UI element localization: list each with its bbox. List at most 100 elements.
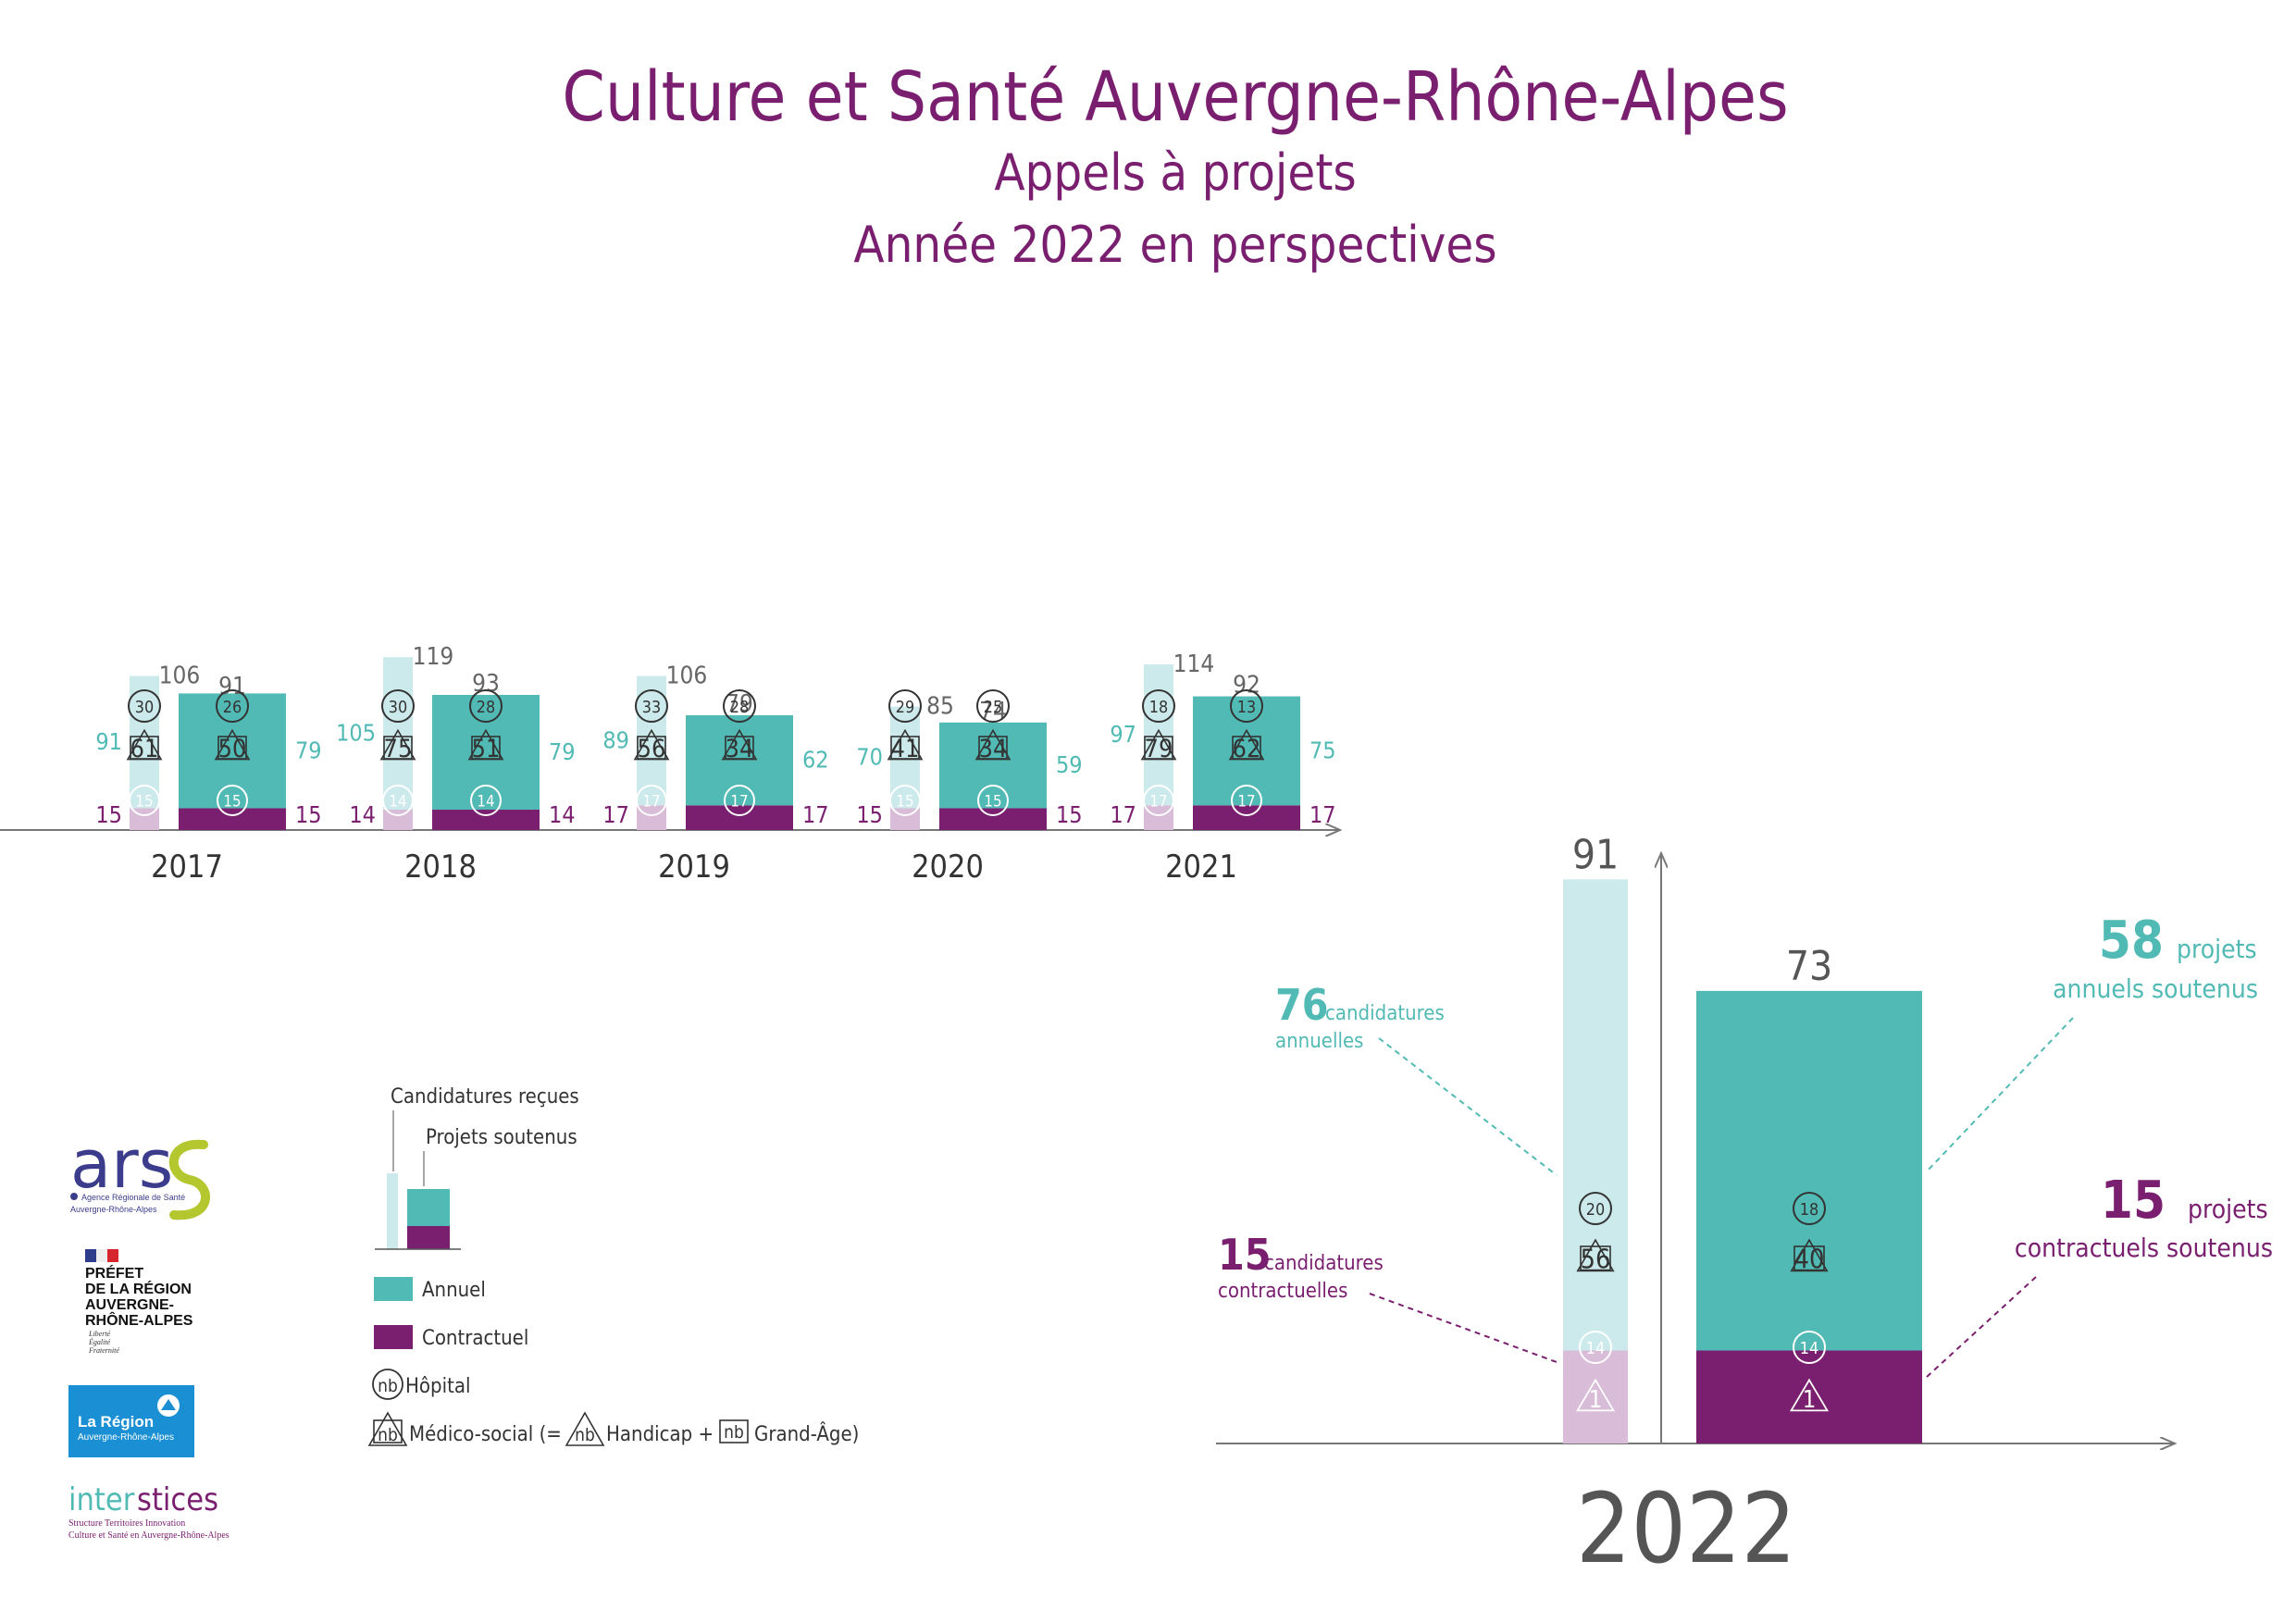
cand-medico-value: 79: [1145, 735, 1173, 763]
cand-contract-label: 17: [1110, 801, 1136, 828]
proj2022-contract-bar: [1696, 1350, 1922, 1443]
cand-hopital-contract-value: 15: [135, 792, 153, 811]
proj-hopital-circle: [216, 689, 249, 723]
cand-total-label: 114: [1173, 650, 1215, 678]
cand-annual-bar: [890, 706, 920, 809]
proj-contract-label: 15: [295, 801, 322, 828]
cand-hopital-circle: [888, 689, 922, 723]
cand-hopital-contract-circle: [1143, 785, 1174, 816]
cand-total-label: 106: [666, 663, 708, 690]
proj-medico-value: 34: [979, 735, 1008, 763]
proj-hopital-contract-value: 17: [730, 792, 748, 811]
cand-annual-bar: [1144, 664, 1173, 806]
legend-hopital-nb: nb: [378, 1376, 398, 1396]
cand-hopital-contract-circle: [382, 785, 414, 816]
proj2022-medico-contract-triangle: [1789, 1378, 1830, 1412]
proj-hopital-contract-value: 15: [223, 792, 241, 811]
proj-annual-label: 59: [1056, 751, 1083, 778]
legend: Candidatures reçues Projets soutenus Annue…: [367, 1085, 859, 1446]
cand2022-medico-triangle: [1576, 1238, 1615, 1272]
year-label: 2021: [1165, 849, 1237, 886]
cand-medico-value: 56: [638, 735, 666, 763]
legend-annuel-swatch: [374, 1277, 413, 1301]
cand2022-hopital-contract-value: 14: [1586, 1339, 1605, 1358]
cand-hopital-circle: [1142, 689, 1175, 723]
flag-white: [96, 1249, 107, 1262]
interstices-line2: Culture et Santé en Auvergne-Rhône-Alpes: [68, 1530, 230, 1541]
flag-red: [107, 1249, 118, 1262]
proj-hopital-circle: [976, 689, 1010, 723]
cand-contract-text1: candidatures: [1264, 1252, 1384, 1275]
cand-annual-label: 91: [95, 728, 122, 755]
prefet-motto2: Égalité: [88, 1337, 111, 1346]
cand-contract-label: 15: [856, 801, 883, 828]
chart-2022: 91 73 20 18 56 40 14 14 1 1 2022: [1216, 831, 2175, 1585]
cand-hopital-contract-circle: [129, 785, 160, 816]
legend-projets-label: Projets soutenus: [426, 1126, 577, 1149]
prefet-line1: PRÉFET: [85, 1264, 143, 1282]
proj-contract-bar: [1193, 805, 1300, 830]
cand-contract-bar: [1144, 805, 1173, 830]
cand-annual-label: 70: [856, 744, 883, 771]
year-label: 2017: [151, 849, 223, 886]
proj-annual-label: 75: [1309, 737, 1336, 763]
proj2022-medico-contract-value: 1: [1803, 1386, 1817, 1414]
cand-hopital-contract-circle: [889, 785, 921, 816]
ars-logo-swoosh: [168, 1139, 210, 1220]
ars-logo-mark: ars: [70, 1134, 173, 1203]
region-logo-graphic: La Région Auvergne-Rhône-Alpes: [78, 1394, 180, 1443]
cand-medico-value: 75: [384, 735, 413, 763]
flag-blue: [85, 1249, 96, 1262]
ars-logo: ars Agence Régionale de Santé Auvergne-R…: [65, 1125, 222, 1226]
region-line2: Auvergne-Rhône-Alpes: [78, 1432, 174, 1443]
proj-medico-value: 51: [472, 735, 501, 763]
proj-medico-value: 62: [1233, 735, 1261, 763]
year-group-2019: 106 79 89 17 62 17 33 28 56 34 17 17 2019: [602, 663, 828, 886]
cand2022-contract-bar: [1563, 1350, 1628, 1443]
cand-medico-triangle: [887, 728, 924, 761]
proj2022-total: 73: [1786, 943, 1832, 990]
cand-hopital-contract-value: 17: [1149, 792, 1167, 811]
proj-hopital-value: 13: [1237, 698, 1256, 717]
proj-contract-number: 15: [2101, 1171, 2166, 1231]
cand-annual-number: 76: [1275, 980, 1329, 1030]
proj-hopital-circle: [1230, 689, 1263, 723]
legend-grandage-label: Grand-Âge): [754, 1422, 859, 1446]
legend-grandage-nb: nb: [724, 1422, 744, 1443]
proj-medico-value: 50: [218, 735, 247, 763]
interstices-line1: Structure Territoires Innovation: [68, 1518, 185, 1529]
prefet-motto1: Liberté: [88, 1330, 111, 1338]
legend-medico-triangle-icon: [367, 1411, 408, 1446]
cand-medico-triangle: [379, 728, 416, 761]
cand-hopital-value: 30: [135, 698, 154, 717]
page-subtitle-year: Année 2022 en perspectives: [853, 216, 1497, 274]
proj-hopital-value: 28: [477, 698, 495, 717]
proj-annual-bar: [1193, 696, 1300, 806]
cand-annual-label: 97: [1110, 721, 1136, 748]
prefet-motto3: Fraternité: [88, 1346, 119, 1355]
proj-annual-label: 79: [549, 738, 576, 765]
cand-contract-text2: contractuelles: [1218, 1280, 1347, 1303]
cand-contract-bar: [383, 810, 413, 830]
proj-hopital-contract-value: 17: [1237, 792, 1255, 811]
proj2022-medico-square: [1793, 1245, 1825, 1271]
cand-contract-label: 14: [349, 801, 376, 828]
cand-contract-label: 15: [95, 801, 122, 828]
interstices-word-a: inter: [68, 1481, 135, 1518]
cand-contract-label: 17: [602, 801, 629, 828]
cand2022-annual-bar: [1563, 879, 1628, 1351]
proj-hopital-value: 25: [984, 698, 1002, 717]
cand-hopital-contract-value: 14: [389, 792, 406, 811]
proj-annual-label: 62: [802, 747, 829, 774]
proj-medico-triangle: [974, 728, 1011, 761]
cand-hopital-value: 30: [389, 698, 407, 717]
proj-medico-value: 34: [726, 735, 754, 763]
cand-hopital-contract-value: 15: [896, 792, 913, 811]
legend-candidatures-label: Candidatures reçues: [391, 1085, 579, 1109]
proj-contract-label: 15: [1056, 801, 1083, 828]
cand-hopital-value: 33: [642, 698, 661, 717]
cand-hopital-value: 29: [896, 698, 914, 717]
interstices-logo-graphic: inter stices Structure Territoires Innov…: [68, 1481, 230, 1541]
